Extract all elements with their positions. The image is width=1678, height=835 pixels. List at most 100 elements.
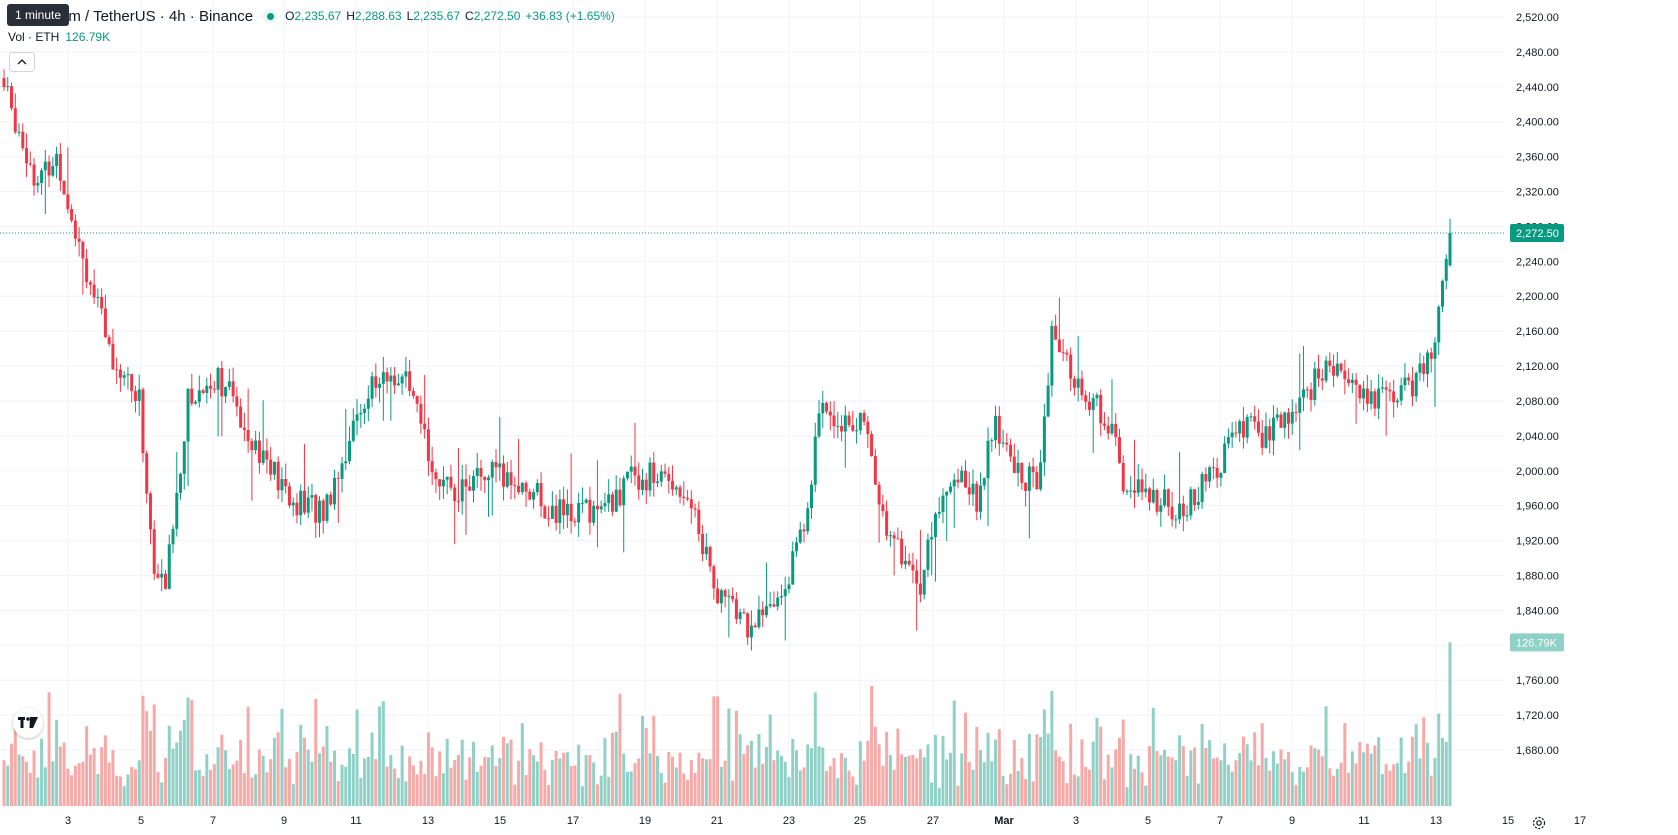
volume-bar [1050, 691, 1054, 806]
candle [746, 612, 750, 645]
market-status-icon[interactable] [263, 9, 278, 23]
collapse-legend-button[interactable] [9, 52, 35, 72]
volume-bar [295, 751, 299, 806]
time-tick-label: 17 [1574, 815, 1586, 827]
candle-body [562, 499, 566, 516]
candle-body [885, 511, 889, 536]
volume-bar [907, 755, 911, 806]
candle [464, 464, 468, 535]
volume-bar [595, 784, 599, 806]
candle-body [408, 371, 412, 391]
candle [990, 437, 994, 452]
volume-bar [58, 746, 62, 806]
volume-bar [832, 757, 836, 806]
volume-bar [1290, 772, 1294, 806]
candle [1399, 377, 1403, 406]
volume-bar [1320, 756, 1324, 806]
candle-body [194, 401, 198, 404]
volume-bar [411, 765, 415, 806]
candle [272, 461, 276, 480]
candle [734, 592, 738, 624]
candle-body [599, 506, 603, 510]
candle [1114, 412, 1118, 446]
candle [1211, 457, 1215, 480]
candle [1324, 355, 1328, 383]
candle-body [317, 500, 321, 523]
candle [1444, 254, 1448, 290]
candle [1422, 355, 1426, 382]
time-tick-label: 7 [210, 815, 216, 827]
candle [1185, 505, 1189, 522]
candle-body [13, 108, 17, 133]
candle-body [107, 337, 111, 344]
candle-body [907, 560, 911, 565]
time-tick-label: 19 [639, 815, 651, 827]
candle-body [370, 376, 374, 399]
volume-bar [1395, 763, 1399, 806]
candle [468, 474, 472, 491]
candle-body [1076, 378, 1080, 388]
volume-bar [1219, 760, 1223, 806]
candle [1279, 411, 1283, 428]
volume-bar [6, 765, 10, 806]
candle [1054, 314, 1058, 341]
candle [197, 375, 201, 408]
candle [858, 412, 862, 435]
volume-bar [1354, 763, 1358, 806]
candle-body [648, 462, 652, 491]
candle [1046, 372, 1050, 418]
volume-bar [115, 775, 119, 806]
settings-icon[interactable] [1531, 815, 1547, 831]
candle [344, 409, 348, 470]
candle [137, 374, 141, 416]
volume-bar [1080, 739, 1084, 806]
volume-bar [1350, 751, 1354, 806]
candle-body [618, 489, 622, 506]
candle-body [757, 609, 761, 628]
candle-body [584, 499, 588, 503]
volume-bar [88, 754, 92, 806]
candle-body [126, 374, 130, 376]
candle [1200, 471, 1204, 509]
candle [1429, 347, 1433, 373]
volume-bar [250, 777, 254, 806]
symbol-title[interactable]: um / TetherUS · 4h · Binance [60, 7, 254, 25]
volume-legend[interactable]: Vol · ETH 126.79K [8, 30, 110, 44]
candle-body [197, 390, 201, 402]
volume-bar [885, 731, 889, 806]
candle-body [761, 609, 765, 616]
volume-bar [1226, 764, 1230, 806]
volume-bar [637, 758, 641, 806]
price-axis-background[interactable] [1504, 0, 1678, 835]
candle-body [1050, 325, 1054, 386]
time-tick-label: 15 [494, 815, 506, 827]
volume-bar [1196, 783, 1200, 806]
candle-body [825, 402, 829, 412]
candle [1016, 449, 1020, 487]
candle-body [1429, 352, 1433, 359]
candle [1012, 443, 1016, 474]
candle [111, 328, 115, 370]
candle [840, 415, 844, 442]
volume-bar [340, 764, 344, 806]
candle-body [1091, 398, 1095, 410]
volume-bar [1031, 781, 1035, 806]
time-axis-background[interactable] [0, 806, 1504, 835]
volume-bar [126, 774, 130, 806]
candle [340, 457, 344, 493]
candle [1245, 414, 1249, 444]
candle [547, 506, 551, 527]
volume-bar [1178, 735, 1182, 806]
candle-body [96, 297, 100, 299]
volume-bar [667, 751, 671, 806]
candle-body [111, 343, 115, 370]
candle [663, 463, 667, 478]
candle-body [51, 166, 55, 176]
candle-body [1181, 503, 1185, 517]
candle-body [1317, 368, 1321, 379]
volume-bar [821, 747, 825, 806]
volume-bar [764, 747, 768, 806]
tradingview-logo-icon[interactable] [13, 708, 43, 738]
volume-bar [1260, 723, 1264, 806]
